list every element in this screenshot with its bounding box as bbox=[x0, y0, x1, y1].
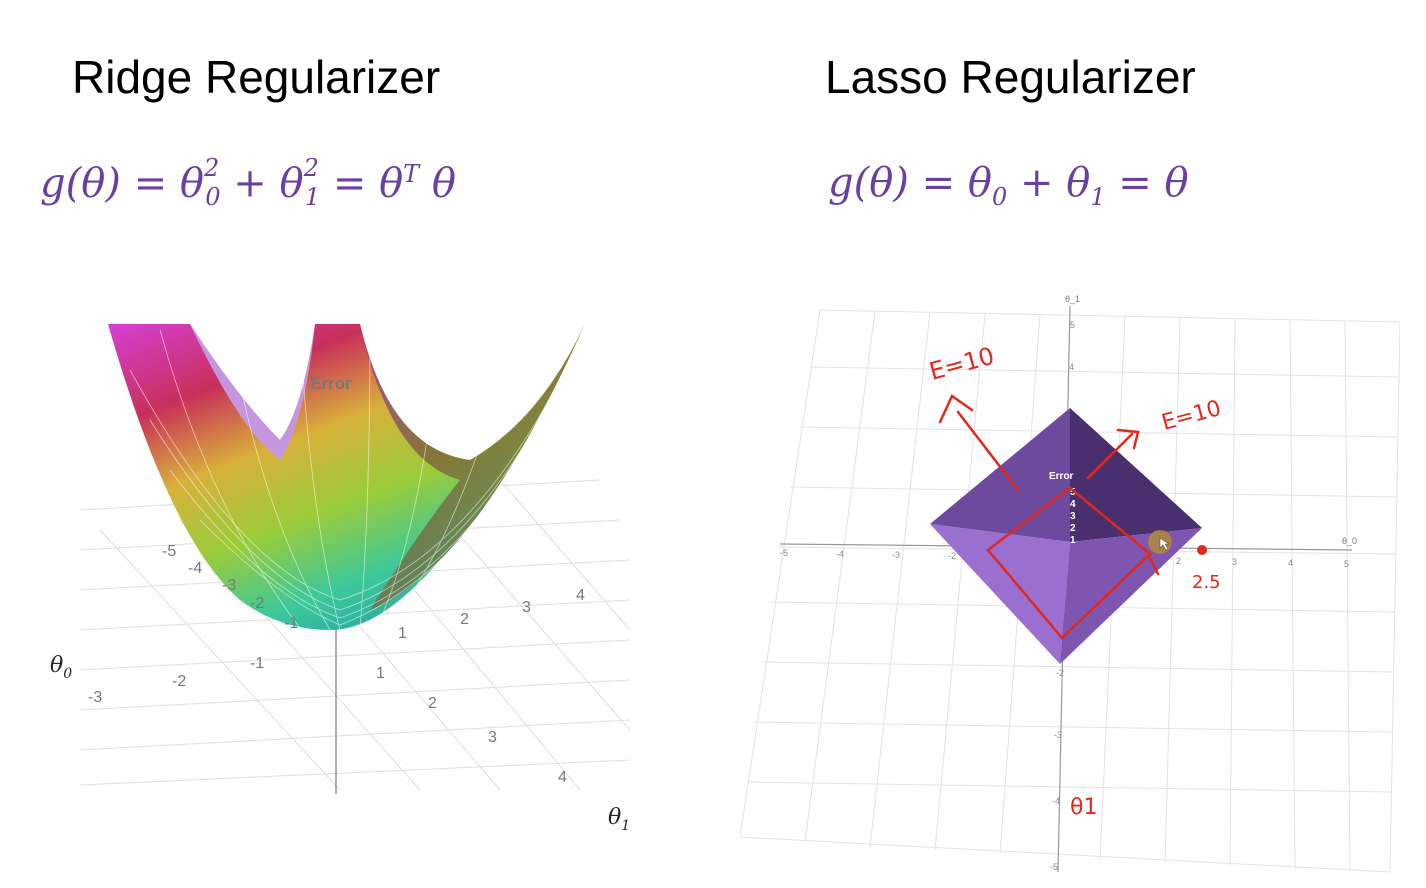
tick-back-8: 4 bbox=[576, 587, 585, 604]
annotation-e-right: E=10 bbox=[1159, 396, 1224, 436]
point-2-5-marker bbox=[1197, 545, 1207, 555]
lasso-pyramid bbox=[930, 408, 1202, 664]
lasso-title: Lasso Regularizer bbox=[825, 51, 1196, 103]
lasso-ztick-0: 5 bbox=[1070, 487, 1076, 498]
ridge-surface bbox=[108, 324, 585, 630]
lasso-xtick-5: 3 bbox=[1232, 557, 1237, 567]
lasso-xtick-0: -5 bbox=[780, 548, 788, 558]
tick-back-6: 2 bbox=[460, 611, 469, 628]
lasso-xtick-2: -3 bbox=[892, 550, 900, 560]
tick-front-5: 3 bbox=[488, 729, 497, 746]
annotation-point-value: 2.5 bbox=[1192, 572, 1221, 593]
tick-back-4: -1 bbox=[284, 615, 298, 632]
tick-back-0: -5 bbox=[162, 543, 176, 560]
lasso-ztick-4: 1 bbox=[1070, 535, 1076, 546]
theta0-label: θ0 bbox=[50, 653, 72, 682]
lasso-ztick-2: 3 bbox=[1070, 511, 1076, 522]
tick-front-1: -2 bbox=[172, 673, 186, 690]
lasso-grid bbox=[740, 309, 1400, 873]
tick-front-0: -3 bbox=[88, 689, 102, 706]
tick-front-3: 1 bbox=[376, 665, 385, 682]
tick-back-2: -3 bbox=[222, 577, 236, 594]
tick-back-5: 1 bbox=[398, 625, 407, 642]
lasso-ytick-4: -4 bbox=[1052, 796, 1060, 806]
lasso-xtick-7: 5 bbox=[1344, 559, 1349, 569]
lasso-formula: g(θ) = θ0 + θ1 = θ bbox=[828, 160, 1189, 211]
lasso-ytick-5: -5 bbox=[1050, 862, 1058, 872]
tick-front-2: -1 bbox=[250, 655, 264, 672]
mouse-pointer-icon bbox=[1159, 537, 1170, 551]
lasso-xtick-6: 4 bbox=[1288, 558, 1293, 568]
lasso-ytick-0: 5 bbox=[1070, 320, 1075, 330]
ridge-error-label: Error bbox=[310, 374, 352, 393]
lasso-ztick-3: 2 bbox=[1070, 523, 1076, 534]
lasso-axis-right-label: θ_0 bbox=[1342, 536, 1357, 546]
red-annotations bbox=[938, 394, 1160, 640]
lasso-ytick-2: -2 bbox=[1056, 668, 1064, 678]
tick-front-6: 4 bbox=[558, 769, 567, 786]
lasso-xtick-3: -2 bbox=[948, 551, 956, 561]
ridge-formula: g(θ) = θ20 + θ21 = θT θ bbox=[40, 154, 456, 212]
tick-back-7: 3 bbox=[522, 599, 531, 616]
tick-back-1: -4 bbox=[188, 560, 202, 577]
lasso-axis-top-label: θ_1 bbox=[1065, 294, 1080, 304]
lasso-error-label: Error bbox=[1049, 471, 1074, 482]
tick-front-4: 2 bbox=[428, 695, 437, 712]
tick-back-3: -2 bbox=[250, 595, 264, 612]
lasso-ytick-3: -3 bbox=[1054, 730, 1062, 740]
annotation-axis-label: θ1 bbox=[1070, 795, 1097, 820]
ridge-title: Ridge Regularizer bbox=[72, 51, 441, 103]
lasso-ztick-1: 4 bbox=[1070, 499, 1076, 510]
lasso-xtick-1: -4 bbox=[836, 549, 844, 559]
lasso-xtick-4: 2 bbox=[1176, 556, 1181, 566]
ridge-plot: Error -5 -4 -3 -2 -1 1 2 3 4 -3 -2 -1 1 … bbox=[50, 324, 631, 834]
lasso-ytick-1: 4 bbox=[1069, 362, 1074, 372]
theta1-label: θ1 bbox=[608, 805, 630, 834]
lasso-plot: θ_1 θ_0 -5 -4 -3 -2 2 3 4 5 5 4 -2 -3 -4… bbox=[740, 294, 1400, 873]
annotation-e-left: E=10 bbox=[926, 342, 997, 386]
